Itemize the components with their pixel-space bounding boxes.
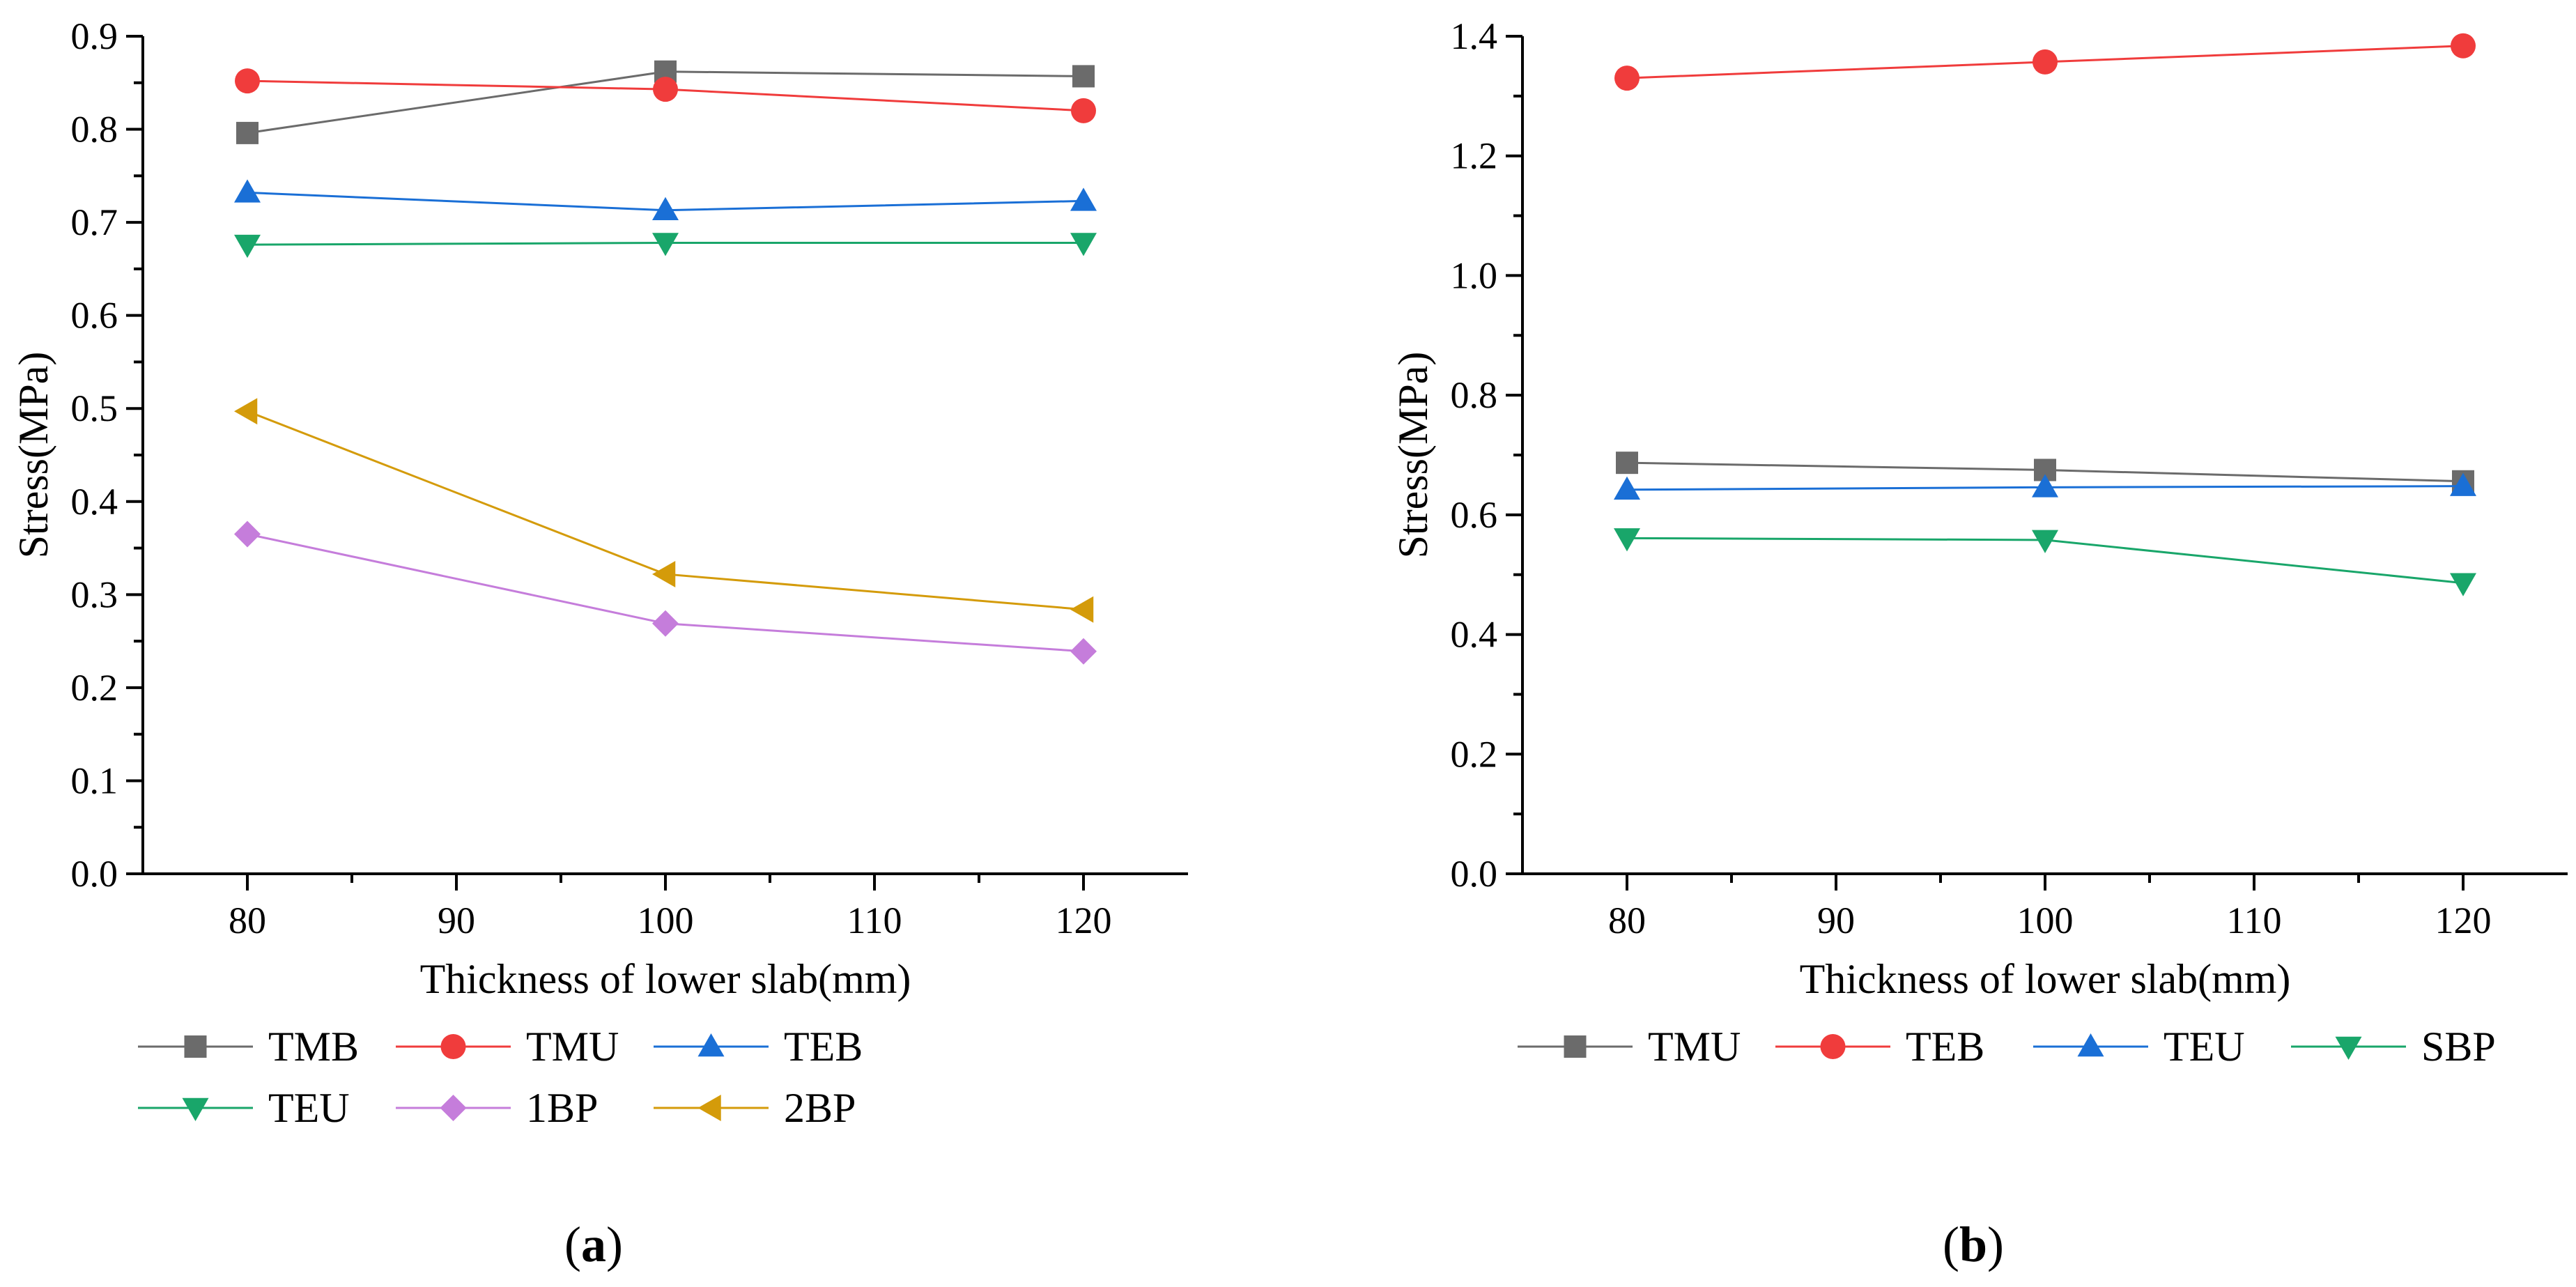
panel-a-series-teu-point — [652, 233, 679, 256]
panel-b-x-axis-label: Thickness of lower slab(mm) — [1800, 956, 2291, 1002]
panel-b-y-tick-label: 0.4 — [1451, 614, 1498, 656]
panel-b-x-tick-label: 80 — [1608, 900, 1646, 941]
panel-a-series-tmu-point — [653, 77, 678, 102]
panel-a-legend-tmu-label: TMU — [526, 1024, 619, 1070]
panel-a-legend-tmb-marker — [184, 1035, 207, 1058]
panel-a-y-tick-label: 0.9 — [71, 15, 118, 57]
panel-a-series-teb-point — [652, 196, 679, 220]
panel-a-series-tmb-point — [1072, 65, 1095, 88]
panel-b-chart: 0.0 0.2 0.4 0.6 0.8 1.0 1.2 1.4 80 90 100 110 120 Thi… — [1390, 15, 2568, 1070]
panel-a-x-tick-label: 120 — [1056, 900, 1112, 941]
panel-a-y-tick-label: 0.3 — [71, 573, 118, 615]
panel-b-series-tmu-point — [1616, 452, 1638, 475]
panel-a-caption-letter: a — [581, 1217, 606, 1272]
panel-b-legend-sbp-marker — [2335, 1036, 2362, 1060]
panel-b-y-tick-label: 0.8 — [1451, 374, 1498, 416]
panel-a-series-teb-point — [234, 179, 261, 203]
panel-a-chart: 0.0 0.1 0.2 0.3 0.4 0.5 0.6 0.7 0.8 0.9 80 90 100 110… — [10, 15, 1188, 1131]
panel-a-legend-teu-marker — [182, 1097, 209, 1121]
panel-a-y-tick-label: 0.4 — [71, 481, 118, 523]
panel-b-legend-teb-marker — [1820, 1034, 1846, 1059]
panel-b-x-tick-label: 100 — [2017, 900, 2074, 941]
panel-a-x-tick-label: 80 — [229, 900, 266, 941]
panel-b-y-tick-label: 1.4 — [1451, 15, 1498, 57]
panel-a-caption-open: ( — [564, 1217, 581, 1272]
panel-a-series-2bp-point — [1070, 596, 1094, 623]
panel-a-series-2bp-point — [652, 560, 676, 587]
panel-b-series-teu-point — [1614, 476, 1640, 500]
panel-a-legend-tmb-label: TMB — [268, 1024, 359, 1070]
panel-b-legend-tmu-label: TMU — [1648, 1024, 1741, 1070]
panel-a-y-tick-label: 0.5 — [71, 387, 118, 429]
panel-a-legend-teu-label: TEU — [268, 1085, 350, 1131]
panel-a-series-1bp-point — [1070, 638, 1097, 665]
panel-b-legend-teb-label: TEB — [1906, 1024, 1984, 1070]
panel-a-legend-teb-label: TEB — [784, 1024, 863, 1070]
panel-b-legend-tmu-marker — [1564, 1035, 1587, 1058]
panel-a-y-tick-label: 0.0 — [71, 853, 118, 895]
panel-b-caption: (b) — [1943, 1217, 2004, 1272]
panel-a-x-tick-label: 110 — [847, 900, 902, 941]
panel-a-legend-teb-marker — [697, 1033, 725, 1057]
panel-a-series-1bp-point — [234, 521, 261, 548]
panel-a-x-tick-label: 100 — [638, 900, 694, 941]
panel-b-series-teu-point — [2032, 474, 2058, 498]
panel-b-y-tick-label: 0.0 — [1451, 853, 1498, 895]
panel-a-y-tick-label: 0.8 — [71, 109, 118, 151]
panel-a-x-axis-label: Thickness of lower slab(mm) — [420, 956, 911, 1002]
panel-a-series-tmb-point — [236, 121, 259, 144]
panel-a-legend-tmu-marker — [440, 1034, 466, 1059]
panel-b-x-tick-label: 90 — [1817, 900, 1855, 941]
panel-b-y-tick-label: 1.0 — [1451, 254, 1498, 296]
panel-b-legend-teu-label: TEU — [2164, 1024, 2245, 1070]
panel-a-series-2bp-point — [234, 398, 258, 425]
panel-a-series-teu-point — [1070, 233, 1097, 256]
panel-a-legend-2bp-marker — [697, 1095, 721, 1121]
panel-b-series-teb-point — [2451, 33, 2476, 59]
panel-a-y-tick-label: 0.6 — [71, 295, 118, 337]
panel-a-x-tick-label: 90 — [438, 900, 475, 941]
panel-a-y-tick-label: 0.7 — [71, 201, 118, 243]
panel-b-y-tick-label: 0.2 — [1451, 733, 1498, 775]
panel-b-series-sbp-point — [2032, 530, 2058, 553]
panel-b-series-sbp-point — [1614, 528, 1640, 552]
panel-b-series-teb-point — [1614, 65, 1640, 91]
panel-a-y-axis-label: Stress(MPa) — [10, 352, 56, 559]
panel-b-caption-close: ) — [1987, 1217, 2004, 1272]
panel-a-legend-1bp-marker — [440, 1095, 467, 1121]
panel-a-series-teb-point — [1070, 187, 1097, 211]
panel-b-y-tick-label: 0.6 — [1451, 494, 1498, 536]
panel-a-legend-1bp-label: 1BP — [526, 1085, 598, 1131]
panel-a-series-tmu-point — [1071, 98, 1096, 123]
panel-b-series-teu-point — [2450, 472, 2476, 496]
panel-b-legend-sbp-label: SBP — [2421, 1024, 2496, 1070]
panel-a-y-tick-label: 0.1 — [71, 760, 118, 801]
panel-b-x-tick-label: 120 — [2435, 900, 2492, 941]
panel-b-caption-letter: b — [1959, 1217, 1987, 1272]
panel-a-y-tick-label: 0.2 — [71, 667, 118, 709]
panel-b-legend-teu-marker — [2077, 1033, 2104, 1057]
panel-b-y-tick-label: 1.2 — [1451, 135, 1498, 177]
panel-a-legend-2bp-label: 2BP — [784, 1085, 856, 1131]
panel-a-caption-close: ) — [606, 1217, 623, 1272]
panel-a-series-teu-point — [234, 234, 261, 259]
panel-b-x-tick-label: 110 — [2227, 900, 2282, 941]
panel-b-y-axis-label: Stress(MPa) — [1390, 352, 1436, 559]
panel-a-caption: (a) — [564, 1217, 623, 1272]
panel-b-caption-open: ( — [1943, 1217, 1959, 1272]
panel-b-series-teb-point — [2033, 49, 2058, 75]
panel-b-series-sbp-point — [2450, 573, 2476, 596]
panel-a-series-tmu-point — [235, 68, 260, 94]
panel-a-series-1bp-point — [652, 610, 679, 637]
